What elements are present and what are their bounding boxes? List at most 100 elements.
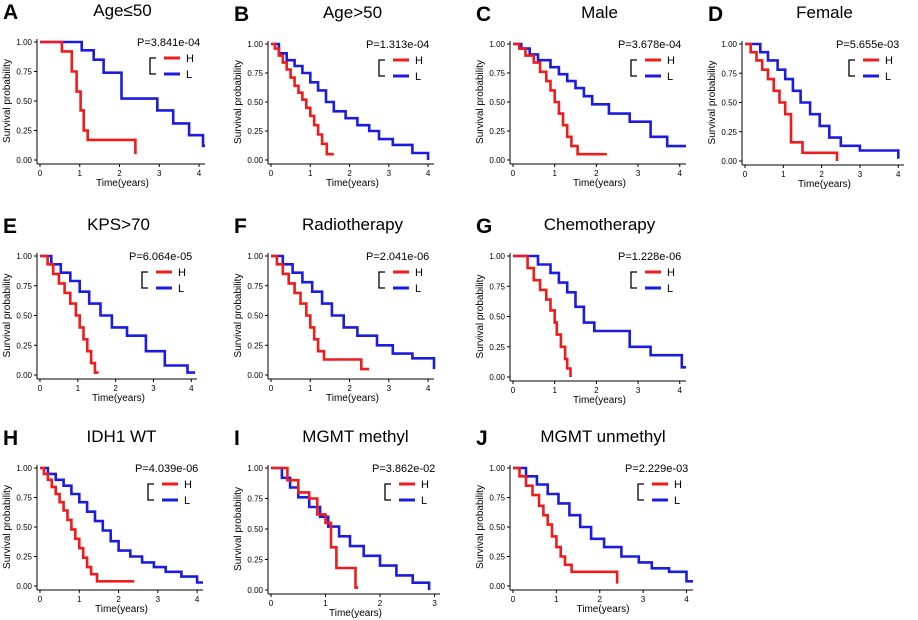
legend-label-h: H bbox=[674, 479, 682, 491]
y-tick-label: 0.00 bbox=[247, 371, 263, 380]
y-tick-label: 0.50 bbox=[16, 312, 32, 321]
legend-bracket bbox=[141, 271, 148, 289]
legend-bracket bbox=[147, 483, 154, 501]
panel-title: MGMT unmethyl bbox=[540, 427, 665, 446]
y-tick-label: 1.00 bbox=[247, 252, 263, 261]
x-tick-label: 4 bbox=[189, 384, 194, 393]
x-tick-label: 2 bbox=[347, 384, 352, 393]
y-tick-label: 0.00 bbox=[16, 582, 32, 591]
curve-h bbox=[513, 254, 572, 377]
legend-label-l: L bbox=[184, 495, 190, 507]
panel-title: Chemotherapy bbox=[544, 215, 656, 234]
legend-bracket bbox=[637, 483, 644, 501]
panel-letter: E bbox=[3, 215, 17, 238]
legend-bracket bbox=[384, 483, 391, 501]
y-tick-label: 0.25 bbox=[16, 127, 32, 136]
panel-letter: D bbox=[708, 3, 723, 26]
y-tick-label: 0.75 bbox=[16, 282, 32, 291]
legend-label-l: L bbox=[415, 283, 421, 295]
x-tick-label: 1 bbox=[308, 169, 313, 178]
panel-title: Age≤50 bbox=[93, 1, 152, 20]
p-value: P=1.228e-06 bbox=[618, 251, 681, 263]
x-tick-label: 1 bbox=[308, 384, 313, 393]
y-tick-label: 0.00 bbox=[16, 371, 32, 380]
y-tick-label: 1.00 bbox=[247, 40, 263, 49]
curve-h bbox=[271, 254, 370, 371]
panel-letter: I bbox=[234, 427, 240, 450]
x-axis-label: Time(years) bbox=[95, 604, 148, 615]
p-value: P=4.039e-06 bbox=[135, 463, 198, 475]
x-tick-label: 3 bbox=[387, 169, 392, 178]
legend-label-h: H bbox=[186, 53, 194, 65]
x-tick-label: 3 bbox=[432, 599, 437, 608]
curve-h bbox=[40, 254, 99, 374]
legend-bracket bbox=[378, 59, 385, 77]
y-tick-label: 0.75 bbox=[16, 494, 32, 503]
x-tick-label: 0 bbox=[511, 386, 516, 395]
x-tick-label: 3 bbox=[641, 595, 646, 604]
y-tick-label: 0.50 bbox=[489, 98, 505, 107]
x-tick-label: 3 bbox=[636, 169, 641, 178]
y-tick-label: 0.75 bbox=[489, 69, 505, 78]
y-axis-label: Survival probability bbox=[233, 274, 244, 358]
curve-l bbox=[271, 42, 430, 160]
x-axis-label: Time(years) bbox=[573, 178, 626, 189]
curve-h bbox=[271, 466, 359, 589]
x-tick-label: 1 bbox=[552, 386, 557, 395]
panel-j: J MGMT unmethyl 0.00 0.25 0.50 0.75 1.00 0 1 2 3 4 T… bbox=[475, 427, 693, 615]
legend-label-l: L bbox=[674, 495, 680, 507]
x-tick-label: 3 bbox=[636, 386, 641, 395]
curve-l bbox=[40, 254, 196, 374]
p-value: P=2.229e-03 bbox=[625, 463, 688, 475]
y-tick-label: 1.00 bbox=[16, 252, 32, 261]
y-tick-label: 0.00 bbox=[489, 582, 505, 591]
legend-label-l: L bbox=[885, 71, 891, 83]
legend-label-h: H bbox=[667, 55, 675, 67]
p-value: P=1.313e-04 bbox=[366, 39, 429, 51]
panel-f: F Radiotherapy 0.00 0.25 0.50 0.75 1.00 0 1 2 3 4 Ti… bbox=[233, 215, 436, 404]
legend-label-h: H bbox=[421, 479, 429, 491]
y-axis-label: Survival probability bbox=[2, 485, 13, 569]
curve-h bbox=[745, 42, 839, 161]
y-tick-label: 1.00 bbox=[489, 40, 505, 49]
legend-bracket bbox=[630, 271, 637, 289]
y-tick-label: 0.25 bbox=[721, 128, 737, 137]
x-tick-label: 1 bbox=[323, 599, 328, 608]
y-tick-label: 0.25 bbox=[247, 127, 263, 136]
y-tick-label: 0.50 bbox=[489, 523, 505, 532]
y-tick-label: 0.50 bbox=[247, 312, 263, 321]
panel-title: MGMT methyl bbox=[302, 427, 408, 446]
legend-label-h: H bbox=[667, 267, 675, 279]
curve-h bbox=[40, 466, 135, 583]
y-tick-label: 1.00 bbox=[721, 40, 737, 49]
x-tick-label: 0 bbox=[38, 169, 43, 178]
p-value: P=5.655e-03 bbox=[836, 39, 899, 51]
y-tick-label: 0.75 bbox=[247, 69, 263, 78]
legend-bracket bbox=[630, 59, 637, 77]
y-tick-label: 0.50 bbox=[247, 525, 263, 534]
y-tick-label: 0.00 bbox=[247, 586, 263, 595]
legend-label-h: H bbox=[415, 267, 423, 279]
curve-l bbox=[40, 40, 205, 148]
y-tick-label: 0.00 bbox=[247, 156, 263, 165]
y-tick-label: 0.00 bbox=[489, 156, 505, 165]
panel-title: Female bbox=[796, 3, 853, 22]
y-tick-label: 0.75 bbox=[489, 494, 505, 503]
curve-h bbox=[513, 466, 619, 584]
legend-label-l: L bbox=[421, 495, 427, 507]
y-tick-label: 0.25 bbox=[16, 341, 32, 350]
y-tick-label: 0.75 bbox=[721, 69, 737, 78]
panel-letter: A bbox=[3, 1, 18, 24]
y-tick-label: 0.75 bbox=[16, 68, 32, 77]
panel-a: A Age≤50 0.00 0.25 0.50 0.75 1.00 0 1 2 3 4 Time(yea… bbox=[2, 1, 205, 189]
panel-letter: F bbox=[234, 215, 247, 238]
x-tick-label: 4 bbox=[896, 170, 901, 179]
p-value: P=3.678e-04 bbox=[618, 39, 681, 51]
x-tick-label: 3 bbox=[858, 170, 863, 179]
p-value: P=2.041e-06 bbox=[366, 251, 429, 263]
legend-label-l: L bbox=[186, 69, 192, 81]
y-tick-label: 1.00 bbox=[247, 464, 263, 473]
panel-title: Radiotherapy bbox=[302, 215, 404, 234]
y-tick-label: 0.25 bbox=[489, 127, 505, 136]
